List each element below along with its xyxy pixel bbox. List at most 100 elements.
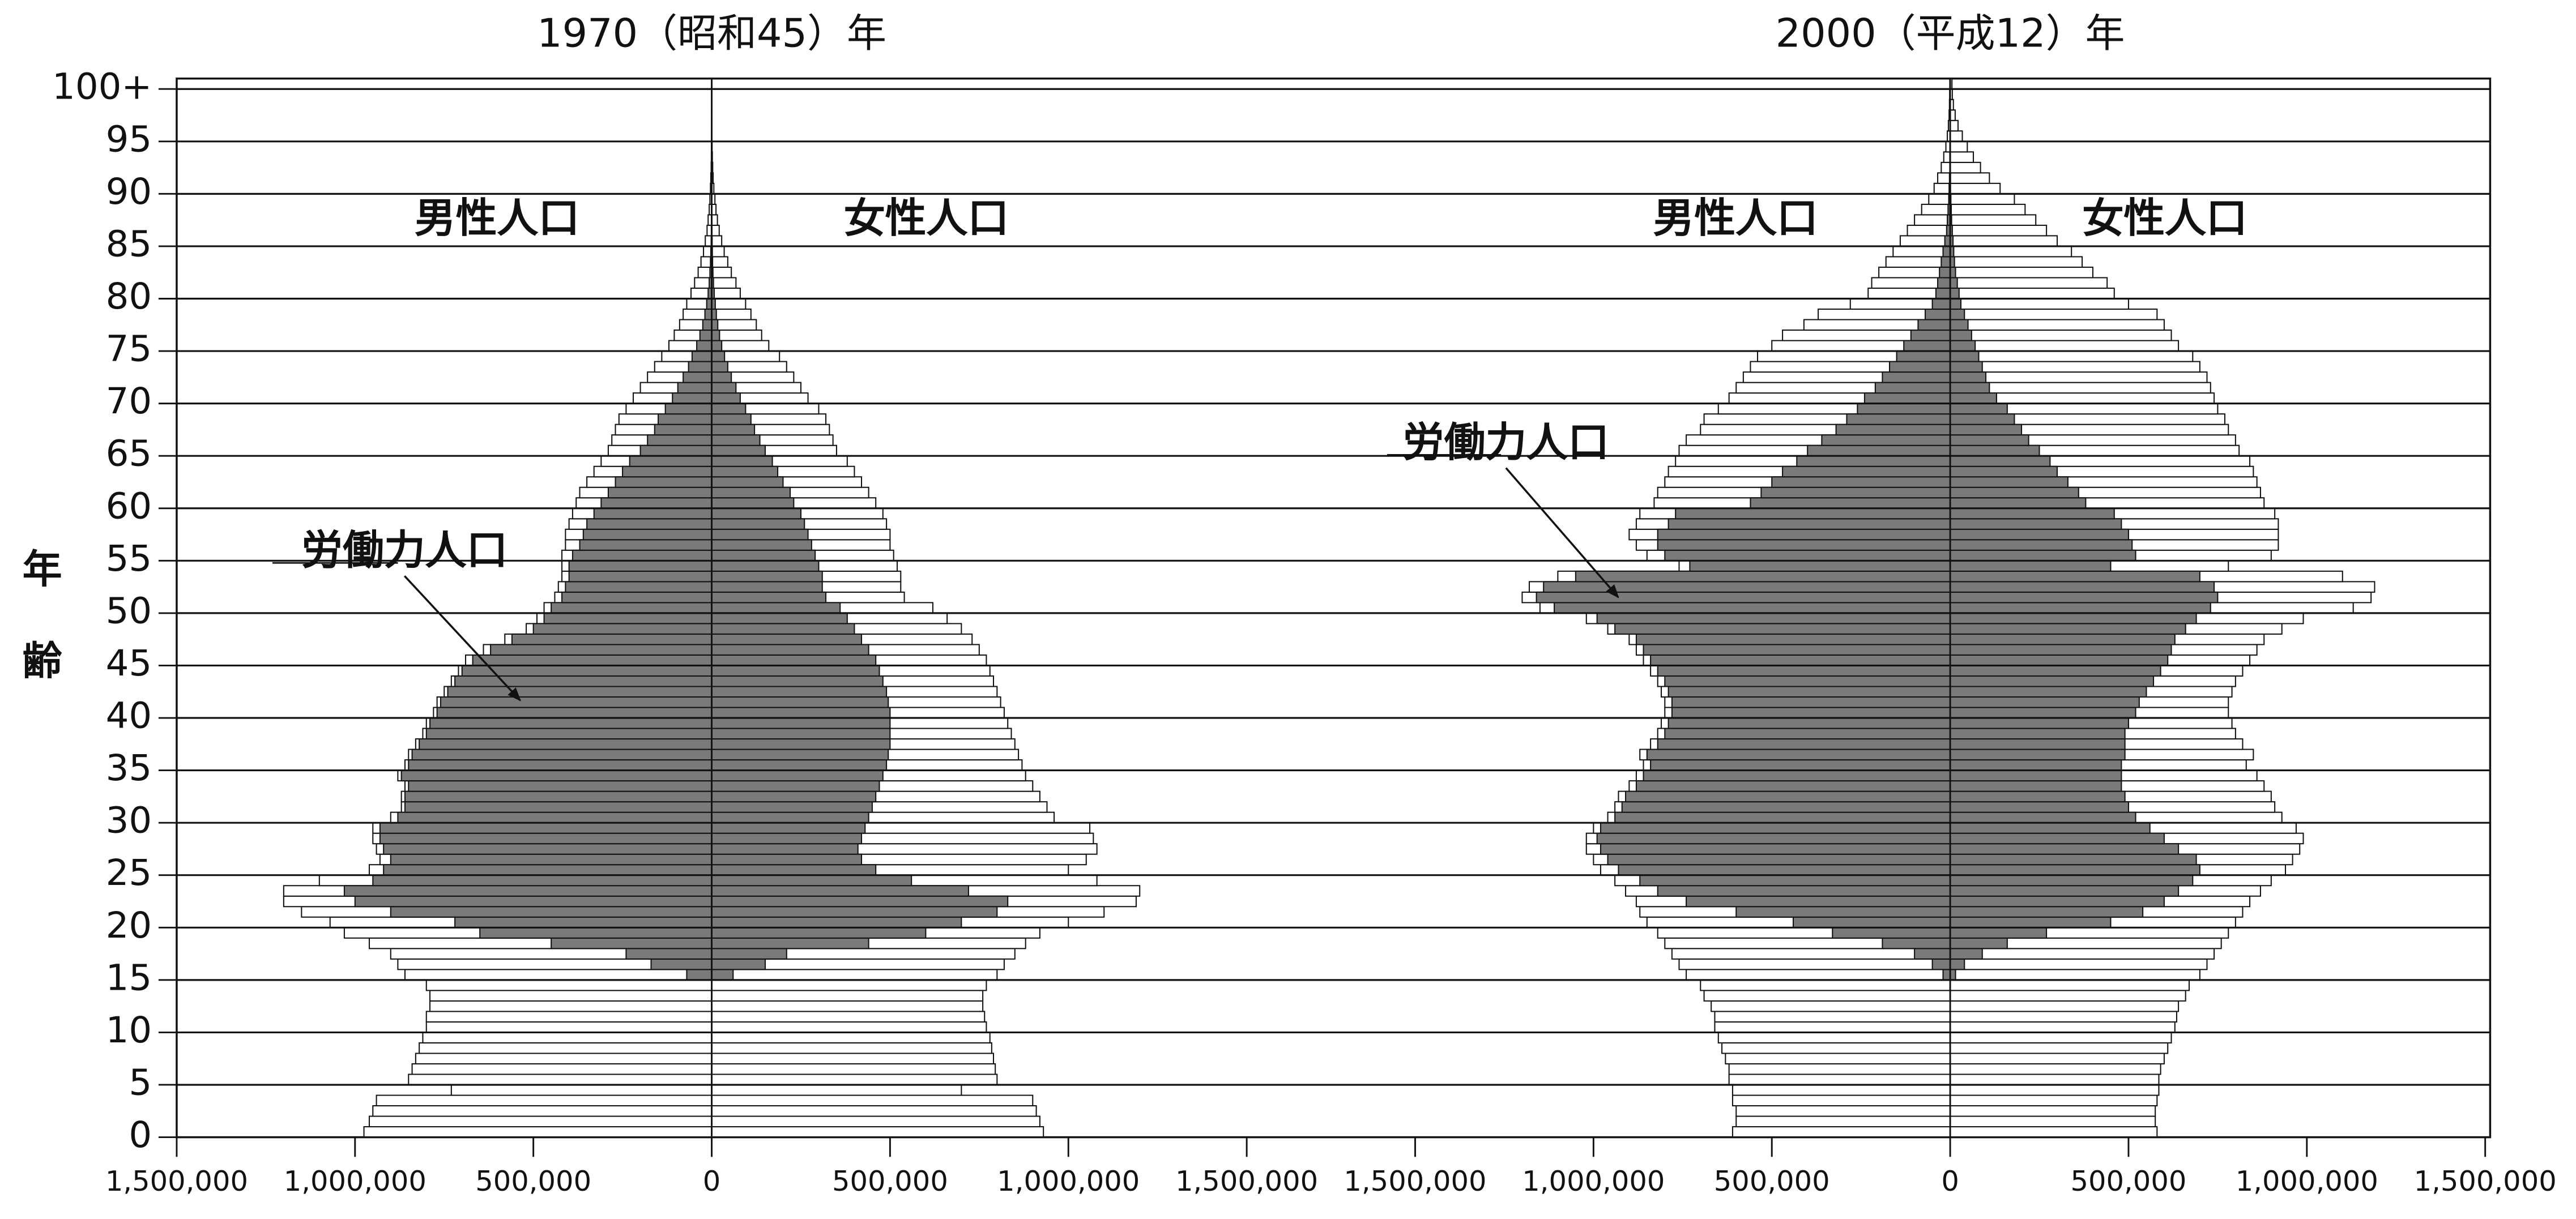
population-bar bbox=[711, 287, 741, 300]
y-tick-label: 70 bbox=[106, 380, 152, 422]
labor-bar bbox=[1935, 287, 1951, 300]
labor-bar bbox=[711, 948, 787, 960]
labor-bar bbox=[511, 633, 713, 645]
x-tick-label: 1,500,000 bbox=[1175, 1165, 1318, 1197]
labor-bar bbox=[711, 895, 1009, 908]
x-tick-label: 0 bbox=[703, 1165, 721, 1197]
labor-bar bbox=[1635, 633, 1951, 645]
population-bar bbox=[1950, 298, 2129, 310]
labor-bar bbox=[390, 853, 713, 866]
population-bar bbox=[1950, 1032, 2172, 1043]
labor-bar bbox=[1917, 319, 1951, 331]
x-tick-label: 500,000 bbox=[832, 1165, 948, 1197]
labor-bar bbox=[622, 465, 713, 478]
y-tick-label: 35 bbox=[106, 747, 152, 789]
labor-bar bbox=[699, 330, 713, 341]
labor-bar bbox=[1760, 486, 1951, 499]
population-bar bbox=[408, 1073, 713, 1085]
labor-bar bbox=[1600, 822, 1951, 834]
labor-bar bbox=[711, 444, 766, 457]
labor-bar bbox=[711, 361, 728, 373]
labor-bar bbox=[1950, 644, 2172, 656]
labor-bar bbox=[404, 790, 713, 803]
labor-bar bbox=[593, 507, 713, 520]
labor-bar bbox=[1950, 330, 1972, 341]
labor-bar bbox=[711, 780, 880, 792]
population-bar bbox=[363, 1126, 713, 1138]
labor-bar bbox=[672, 392, 713, 404]
labor-bar bbox=[711, 319, 719, 331]
population-bar bbox=[1686, 969, 1951, 981]
labor-bar bbox=[1664, 728, 1951, 740]
population-bar bbox=[1950, 130, 1963, 142]
labor-bar bbox=[1950, 455, 2051, 467]
labor-bar bbox=[711, 644, 869, 656]
labor-bar bbox=[1607, 853, 1951, 866]
population-bar bbox=[1950, 245, 2072, 258]
series-label: 男性人口 bbox=[1653, 195, 1818, 242]
labor-bar bbox=[436, 707, 713, 719]
population-bar bbox=[1950, 161, 1981, 174]
population-bar bbox=[1731, 1126, 1951, 1138]
labor-bar bbox=[711, 612, 848, 625]
labor-bar bbox=[600, 497, 713, 509]
population-bar bbox=[1950, 1063, 2161, 1075]
y-axis-label: 年齢 bbox=[16, 548, 62, 732]
labor-bar bbox=[711, 654, 877, 666]
population-bar bbox=[429, 1000, 713, 1012]
labor-bar bbox=[711, 350, 726, 362]
population-bar bbox=[711, 1115, 1040, 1128]
population-bar bbox=[711, 224, 720, 237]
labor-bar bbox=[1950, 581, 2215, 593]
labor-bar bbox=[454, 916, 713, 929]
labor-bar bbox=[711, 581, 823, 593]
labor-bar bbox=[711, 748, 889, 761]
population-bar bbox=[711, 235, 723, 247]
y-tick-label: 65 bbox=[106, 433, 152, 475]
labor-bar bbox=[572, 549, 713, 562]
population-bar bbox=[711, 1094, 1034, 1107]
population-bar bbox=[1950, 1000, 2180, 1012]
labor-bar bbox=[1950, 319, 1969, 331]
population-bar bbox=[1950, 235, 2058, 247]
labor-bar bbox=[390, 906, 713, 918]
labor-bar bbox=[711, 822, 866, 834]
labor-bar bbox=[711, 560, 820, 572]
labor-bar bbox=[711, 476, 784, 488]
labor-bar bbox=[1950, 738, 2126, 750]
annotation-arrow bbox=[403, 575, 522, 702]
population-bar bbox=[1950, 1126, 2158, 1138]
population-bar bbox=[415, 1053, 713, 1064]
population-bar bbox=[1735, 1115, 1951, 1128]
labor-bar bbox=[711, 518, 805, 530]
annotation-arrow bbox=[1505, 467, 1619, 598]
labor-bar bbox=[1950, 832, 2165, 845]
labor-bar bbox=[1882, 937, 1951, 949]
labor-bar bbox=[1667, 518, 1951, 530]
labor-bar bbox=[711, 382, 737, 394]
labor-bar bbox=[1950, 843, 2180, 855]
population-bar bbox=[1950, 277, 2108, 289]
labor-bar bbox=[1950, 340, 1976, 352]
labor-bar bbox=[551, 602, 713, 614]
population-bar bbox=[1940, 161, 1951, 174]
y-tick-label: 10 bbox=[106, 1010, 152, 1051]
labor-bar bbox=[1950, 801, 2129, 813]
population-bar bbox=[711, 979, 987, 991]
y-tick-label: 20 bbox=[106, 905, 152, 947]
population-bar bbox=[711, 319, 757, 331]
x-tick-label: 1,000,000 bbox=[2236, 1165, 2378, 1197]
labor-bar bbox=[561, 591, 713, 604]
series-label: 男性人口 bbox=[415, 195, 579, 242]
population-bar bbox=[1728, 1073, 1951, 1085]
population-bar bbox=[1714, 1011, 1951, 1023]
labor-bar bbox=[1950, 413, 2015, 425]
labor-bar bbox=[711, 832, 863, 845]
population-bar bbox=[1703, 990, 1951, 1002]
labor-bar bbox=[1835, 424, 1951, 436]
labor-bar bbox=[711, 707, 891, 719]
labor-bar bbox=[711, 528, 809, 541]
labor-bar bbox=[379, 822, 713, 834]
labor-bar bbox=[568, 560, 713, 572]
